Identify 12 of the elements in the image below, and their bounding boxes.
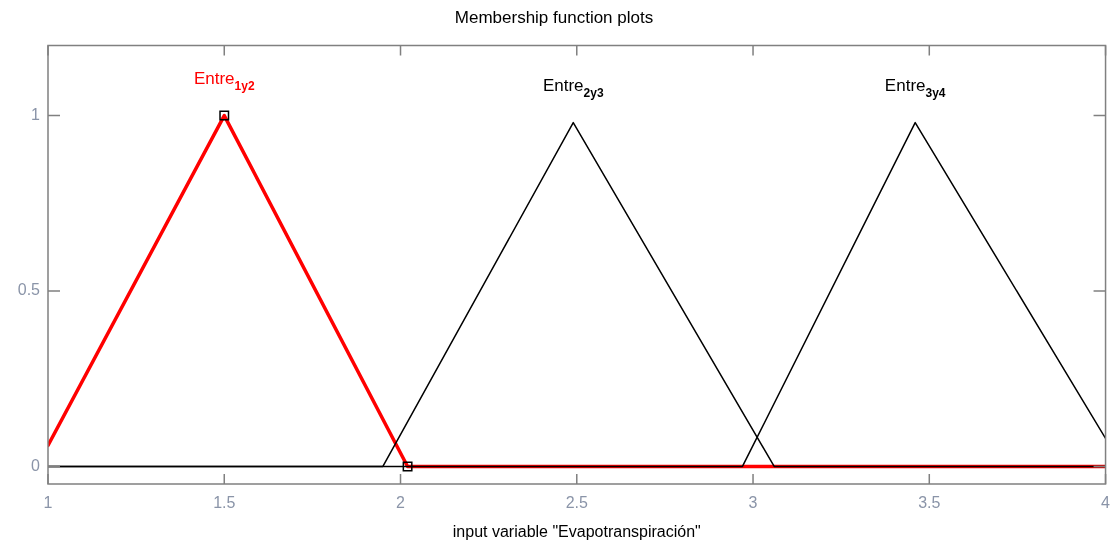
x-tick-label: 1: [43, 494, 53, 512]
x-tick-label: 1.5: [213, 494, 236, 512]
x-axis-title: input variable "Evapotranspiración": [452, 522, 701, 540]
y-tick-label: 0.5: [17, 281, 41, 299]
chart-title: Membership function plots: [454, 7, 654, 27]
x-tick-label: 3.5: [918, 494, 941, 512]
x-tick-label: 3: [748, 494, 758, 512]
x-tick-label: 4: [1101, 494, 1111, 512]
y-tick-label: 1: [31, 105, 41, 123]
x-tick-label: 2.5: [565, 494, 588, 512]
x-tick-label: 2: [396, 494, 406, 512]
y-tick-label: 0: [31, 456, 41, 474]
